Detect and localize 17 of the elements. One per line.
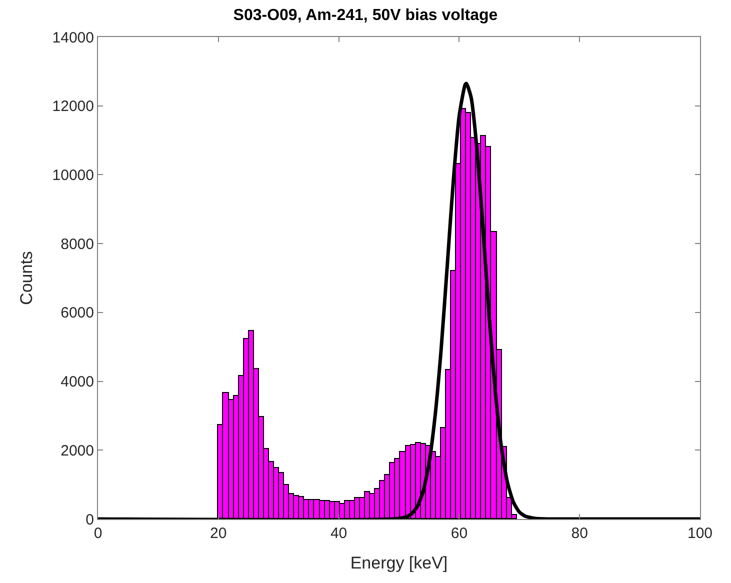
y-tick-label: 14000 (52, 29, 94, 46)
y-tick-label: 4000 (60, 374, 94, 391)
y-axis-title: Counts (16, 251, 36, 305)
y-tick-label: 6000 (60, 304, 94, 322)
y-tick-label: 0 (86, 511, 94, 528)
y-tick-label: 10000 (52, 166, 94, 184)
chart-title: S03-O09, Am-241, 50V bias voltage (233, 6, 498, 24)
x-tick-label: 100 (687, 525, 713, 542)
y-tick-label: 8000 (60, 236, 94, 253)
x-tick-label: 60 (450, 525, 468, 542)
x-tick-label: 80 (571, 525, 588, 542)
line-series (98, 82, 700, 519)
x-tick-label: 40 (330, 525, 348, 542)
x-tick-label: 20 (210, 525, 227, 542)
y-tick-label: 12000 (52, 98, 94, 116)
y-tick-label: 2000 (60, 442, 94, 460)
x-axis-title: Energy [keV] (350, 553, 448, 572)
